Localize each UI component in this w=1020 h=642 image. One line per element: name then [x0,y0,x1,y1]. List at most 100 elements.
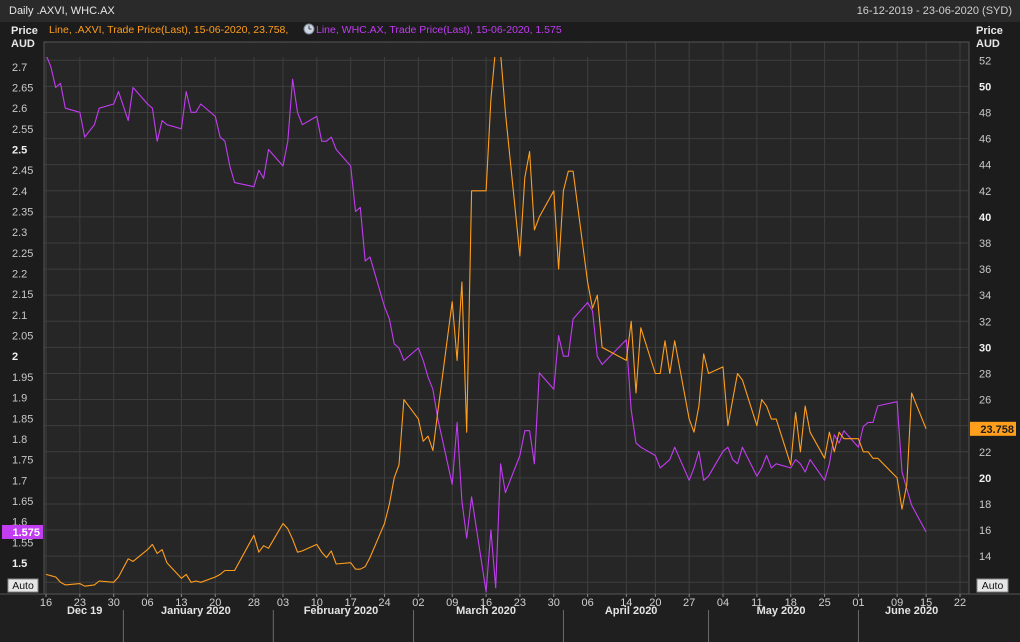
left-axis-tick-label: 2.4 [12,186,27,198]
x-axis-day-label: 20 [649,597,661,609]
right-axis-tick-label: 16 [979,525,991,537]
x-axis-day-label: 23 [514,597,526,609]
left-axis-tick-label: 2 [12,351,18,363]
left-axis-tick-label: 2.45 [12,165,33,177]
right-axis-tick-label: 28 [979,368,991,380]
left-axis-tick-label: 1.7 [12,475,27,487]
left-axis-tick-label: 1.55 [12,537,33,549]
price-chart[interactable]: PriceAUD1.451.51.551.61.651.71.751.81.85… [0,22,1020,642]
left-axis-tick-label: 2.6 [12,103,27,115]
right-axis-tick-label: 40 [979,212,991,224]
left-axis-tick-label: 1.65 [12,496,33,508]
right-axis-tick-label: 18 [979,499,991,511]
left-axis-tick-label: 2.2 [12,269,27,281]
right-axis-label: Price [976,25,1003,37]
series-line-axvi [45,46,927,587]
auto-scale-button-right-label: Auto [982,580,1004,592]
left-axis-tick-label: 1.75 [12,455,33,467]
date-range-label[interactable]: 16-12-2019 - 23-06-2020 (SYD) [856,5,1012,17]
x-axis-day-label: 06 [141,597,153,609]
x-axis-day-label: 24 [378,597,390,609]
left-axis-tick-label: 2.3 [12,227,27,239]
last-value-label-whc: 1.575 [12,527,40,539]
left-axis-tick-label: 2.7 [12,62,27,74]
right-axis-tick-label: 20 [979,473,991,485]
x-axis-day-label: 10 [311,597,323,609]
right-axis-tick-label: 22 [979,447,991,459]
x-axis-day-label: 11 [751,597,762,609]
left-axis-tick-label: 1.8 [12,434,27,446]
x-axis-month-label: Dec 19 [67,605,102,617]
x-axis-day-label: 17 [345,597,357,609]
left-axis-tick-label: 2.55 [12,124,33,136]
x-axis-day-label: 09 [446,597,458,609]
left-axis-tick-label: 2.65 [12,82,33,94]
x-axis-day-label: 28 [248,597,260,609]
left-axis-tick-label: 1.9 [12,393,27,405]
right-axis-tick-label: 46 [979,134,991,146]
right-axis-tick-label: 36 [979,264,991,276]
left-axis-tick-label: 1.95 [12,372,33,384]
x-axis-day-label: 06 [582,597,594,609]
last-value-marker-axvi [970,421,1016,436]
left-axis-tick-label: 1.5 [12,558,27,570]
right-axis-tick-label: 14 [979,551,991,563]
left-axis-tick-label: 2.5 [12,145,27,157]
x-axis-day-label: 09 [891,597,903,609]
right-axis-tick-label: 34 [979,290,991,302]
legend-background [45,43,605,57]
x-axis-day-label: 15 [920,597,932,609]
left-axis-label: Price [11,25,38,37]
left-axis-tick-label: 2.05 [12,331,33,343]
last-value-label-axvi: 23.758 [980,424,1014,436]
auto-scale-button-right[interactable] [976,578,1009,593]
x-axis-day-label: 03 [277,597,289,609]
series-line-whc [45,54,927,593]
x-axis-day-label: 20 [209,597,221,609]
x-axis-day-label: 30 [548,597,560,609]
x-axis-day-label: 14 [620,597,632,609]
left-axis-unit: AUD [11,38,35,50]
legend-entry-whc[interactable]: Line, WHC.AX, Trade Price(Last), 15-06-2… [316,24,562,36]
right-axis-tick-label: 30 [979,342,991,354]
legend-entry-axvi[interactable]: Line, .AXVI, Trade Price(Last), 15-06-20… [49,24,288,36]
chart-instruments-title: Daily .AXVI, WHC.AX [9,5,115,17]
left-axis-tick-label: 2.15 [12,289,33,301]
right-axis-tick-label: 44 [979,160,991,172]
x-axis-day-label: 16 [40,597,52,609]
x-axis-month-label: February 2020 [304,605,379,617]
right-axis-tick-label: 48 [979,107,991,119]
x-axis-day-label: 27 [683,597,695,609]
x-axis-month-label: June 2020 [885,605,938,617]
x-axis-month-label: January 2020 [161,605,231,617]
x-axis-day-label: 01 [852,597,864,609]
chart-header: Daily .AXVI, WHC.AX 16-12-2019 - 23-06-2… [0,0,1020,23]
x-axis-month-label: April 2020 [605,605,658,617]
right-axis-tick-label: 26 [979,395,991,407]
x-axis-day-label: 25 [818,597,830,609]
plot-area [44,42,969,594]
x-axis-day-label: 23 [74,597,86,609]
last-value-marker-whc [2,524,43,539]
right-axis-tick-label: 38 [979,238,991,250]
x-axis-month-label: March 2020 [456,605,516,617]
left-axis-tick-label: 2.35 [12,207,33,219]
right-axis-tick-label: 32 [979,316,991,328]
x-axis-day-label: 13 [175,597,187,609]
auto-scale-button-left[interactable] [7,578,39,593]
x-axis-month-label: May 2020 [757,605,806,617]
right-axis-tick-label: 50 [979,81,991,93]
left-axis-tick-label: 1.85 [12,413,33,425]
x-axis-day-label: 30 [108,597,120,609]
right-axis-unit: AUD [976,38,1000,50]
x-axis-day-label: 22 [954,597,966,609]
right-axis-tick-label: 52 [979,55,991,67]
auto-scale-button-left-label: Auto [12,580,34,592]
x-axis-day-label: 16 [480,597,492,609]
x-axis-day-label: 04 [717,597,729,609]
left-axis-tick-label: 2.1 [12,310,27,322]
x-axis-day-label: 18 [785,597,797,609]
left-axis-tick-label: 2.25 [12,248,33,260]
right-axis-tick-label: 42 [979,186,991,198]
